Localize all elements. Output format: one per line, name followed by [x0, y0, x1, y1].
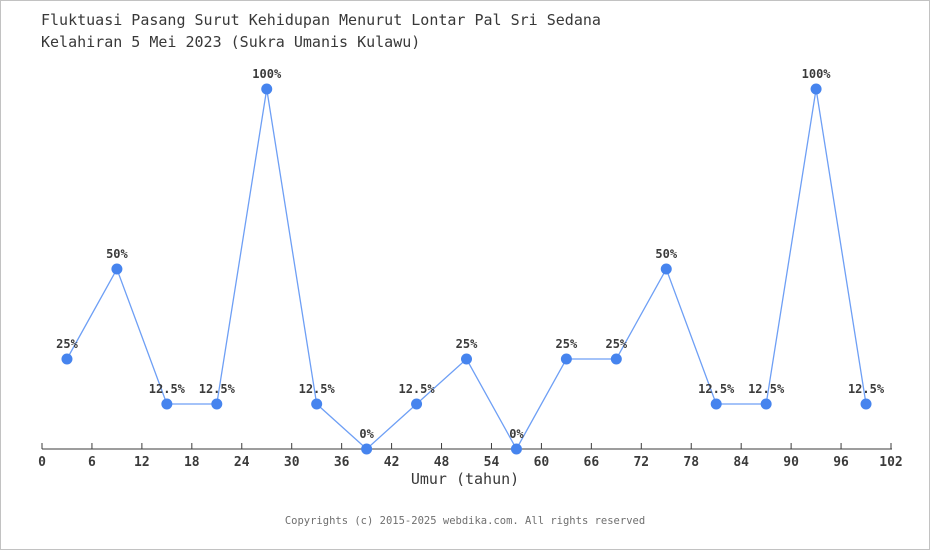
- x-axis-tick-label: 102: [879, 455, 902, 470]
- x-axis-tick-label: 6: [88, 455, 96, 470]
- data-point-label: 100%: [252, 67, 282, 81]
- x-axis-tick-label: 12: [134, 455, 150, 470]
- chart-title-line1: Fluktuasi Pasang Surut Kehidupan Menurut…: [41, 11, 601, 29]
- chart-title-line2: Kelahiran 5 Mei 2023 (Sukra Umanis Kulaw…: [41, 33, 421, 51]
- data-point-label: 12.5%: [848, 382, 885, 396]
- data-point: [510, 443, 522, 455]
- x-axis-tick-label: 18: [184, 455, 200, 470]
- data-point: [461, 353, 472, 365]
- data-point: [860, 398, 872, 410]
- data-point-label: 50%: [106, 247, 128, 261]
- data-point: [760, 398, 772, 410]
- data-point-label: 25%: [605, 337, 627, 351]
- data-point-label: 12.5%: [398, 382, 435, 396]
- data-point: [610, 353, 622, 365]
- x-axis-tick-label: 42: [384, 455, 400, 470]
- copyright-text: Copyrights (c) 2015-2025 webdika.com. Al…: [284, 515, 646, 527]
- data-point-label: 12.5%: [199, 382, 236, 396]
- data-point: [111, 263, 123, 275]
- data-point: [411, 398, 423, 410]
- x-axis-tick-label: 24: [234, 455, 250, 470]
- data-point: [361, 443, 373, 455]
- data-point-label: 25%: [56, 337, 78, 351]
- data-point-label: 12.5%: [149, 382, 186, 396]
- data-point: [61, 353, 73, 365]
- x-axis-tick-label: 54: [484, 455, 500, 470]
- data-point: [560, 353, 572, 365]
- data-line: [66, 88, 867, 451]
- data-point-label: 100%: [802, 67, 832, 81]
- data-point-label: 50%: [655, 247, 677, 261]
- x-axis-tick-label: 66: [584, 455, 600, 470]
- data-point: [660, 263, 672, 275]
- data-point: [710, 398, 722, 410]
- data-point-label: 12.5%: [299, 382, 336, 396]
- x-axis-tick-label: 72: [633, 455, 649, 470]
- data-point-label: 0%: [509, 427, 524, 441]
- x-axis-tick-label: 96: [833, 455, 849, 470]
- data-point: [211, 398, 223, 410]
- data-point-label: 25%: [456, 337, 478, 351]
- x-axis-label: Umur (tahun): [410, 470, 520, 488]
- data-point-label: 12.5%: [748, 382, 785, 396]
- data-point-label: 12.5%: [698, 382, 735, 396]
- data-point: [810, 83, 822, 95]
- x-axis-tick-label: 30: [284, 455, 300, 470]
- data-point-label: 25%: [556, 337, 578, 351]
- x-axis-tick-label: 78: [683, 455, 699, 470]
- x-axis-tick-label: 90: [783, 455, 799, 470]
- x-axis-tick-label: 36: [334, 455, 350, 470]
- data-point: [261, 83, 273, 95]
- chart-title: Fluktuasi Pasang Surut Kehidupan Menurut…: [41, 9, 601, 53]
- x-axis-tick-label: 0: [38, 455, 46, 470]
- x-axis-tick-label: 84: [733, 455, 749, 470]
- data-point-label: 0%: [359, 427, 374, 441]
- x-axis-tick-label: 60: [534, 455, 550, 470]
- data-point: [311, 398, 323, 410]
- x-axis-tick-label: 48: [434, 455, 450, 470]
- data-point: [161, 398, 173, 410]
